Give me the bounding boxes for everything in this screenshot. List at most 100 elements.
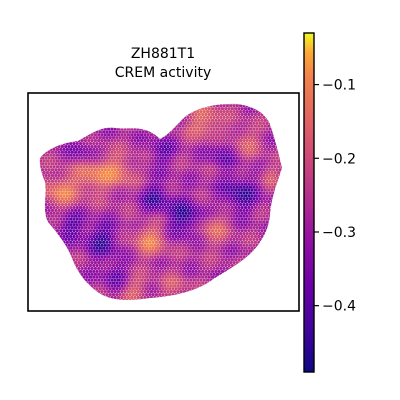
tissue-spot [100, 226, 104, 230]
tissue-spot [281, 249, 282, 253]
tissue-spot [62, 107, 66, 111]
tissue-spot [39, 255, 41, 259]
tissue-spot [149, 185, 154, 189]
tissue-spot [154, 130, 159, 134]
tissue-spot [265, 139, 269, 143]
tissue-spot [115, 205, 119, 210]
tissue-spot [210, 107, 215, 111]
tissue-spot [131, 171, 135, 175]
tissue-spot [186, 156, 190, 160]
tissue-spot [41, 162, 45, 166]
tissue-spot [280, 200, 282, 204]
tissue-spot [161, 112, 165, 117]
tissue-spot [176, 156, 180, 160]
tissue-spot [141, 205, 145, 210]
tissue-spot [82, 103, 86, 105]
tissue-spot [154, 176, 159, 181]
tissue-spot [92, 171, 96, 175]
tissue-spot [217, 246, 221, 250]
tissue-spot [47, 127, 51, 131]
tissue-spot [154, 147, 159, 151]
tissue-spot [248, 127, 253, 131]
tissue-spot [144, 211, 149, 215]
tissue-spot [64, 208, 68, 212]
tissue-spot [272, 255, 276, 259]
tissue-spot [97, 162, 101, 166]
tissue-spot [239, 249, 243, 253]
tissue-spot [87, 168, 91, 172]
tissue-spot [278, 144, 282, 149]
tissue-spot [60, 231, 64, 236]
tissue-spot [105, 263, 109, 268]
tissue-spot [110, 104, 114, 108]
tissue-spot [179, 272, 183, 276]
tissue-spot [85, 188, 89, 192]
tissue-spot [227, 269, 231, 273]
tissue-spot [77, 139, 81, 143]
tissue-spot [50, 173, 55, 178]
tissue-spot [169, 104, 173, 108]
tissue-spot [189, 231, 193, 236]
tissue-spot [263, 176, 267, 181]
tissue-spot [232, 179, 236, 183]
tissue-spot [52, 275, 56, 279]
tissue-spot [41, 121, 45, 125]
tissue-spot [258, 115, 262, 120]
tissue-spot [54, 237, 58, 241]
tissue-spot [212, 133, 216, 137]
tissue-spot [39, 124, 43, 128]
tissue-spot [199, 243, 203, 247]
tissue-spot [284, 229, 287, 232]
tissue-spot [141, 136, 145, 140]
tissue-spot [204, 107, 208, 111]
tissue-spot [189, 133, 193, 137]
tissue-spot [168, 118, 172, 122]
tissue-spot [39, 226, 41, 230]
tissue-spot [116, 150, 121, 154]
tissue-spot [49, 275, 53, 279]
tissue-spot [227, 194, 231, 198]
tissue-spot [49, 240, 53, 244]
tissue-spot [268, 144, 272, 149]
tissue-spot [67, 191, 71, 195]
tissue-spot [85, 200, 89, 204]
tissue-spot [121, 182, 126, 186]
tissue-spot [154, 103, 159, 105]
tissue-spot [187, 252, 192, 256]
tissue-spot [128, 171, 132, 175]
tissue-spot [62, 124, 66, 128]
tissue-spot [47, 139, 51, 143]
tissue-spot [149, 272, 154, 276]
tissue-spot [154, 188, 159, 192]
tissue-spot [133, 249, 137, 253]
tissue-spot [103, 115, 107, 120]
tissue-spot [268, 133, 272, 137]
tissue-spot [34, 139, 37, 142]
tissue-spot [207, 103, 211, 105]
tissue-spot [166, 220, 170, 224]
tissue-spot [80, 104, 84, 108]
tissue-spot [187, 118, 192, 122]
tissue-spot [153, 214, 157, 218]
tissue-spot [164, 171, 168, 175]
tissue-spot [54, 133, 58, 137]
tissue-spot [270, 263, 274, 268]
tissue-spot [146, 127, 150, 131]
tissue-spot [196, 226, 200, 230]
tissue-spot [166, 284, 170, 288]
tissue-spot [204, 147, 208, 151]
tissue-spot [130, 202, 134, 207]
tissue-spot [47, 179, 51, 183]
tissue-spot [82, 258, 86, 262]
tissue-spot [149, 162, 154, 166]
tissue-spot [59, 252, 63, 256]
tissue-spot [237, 147, 241, 151]
tissue-spot [115, 258, 119, 262]
tissue-spot [184, 176, 188, 181]
tissue-spot [133, 150, 137, 154]
tissue-spot [272, 133, 276, 137]
tissue-spot [110, 243, 114, 247]
tissue-spot [270, 223, 274, 227]
tissue-spot [252, 191, 256, 195]
tissue-spot [146, 243, 150, 247]
